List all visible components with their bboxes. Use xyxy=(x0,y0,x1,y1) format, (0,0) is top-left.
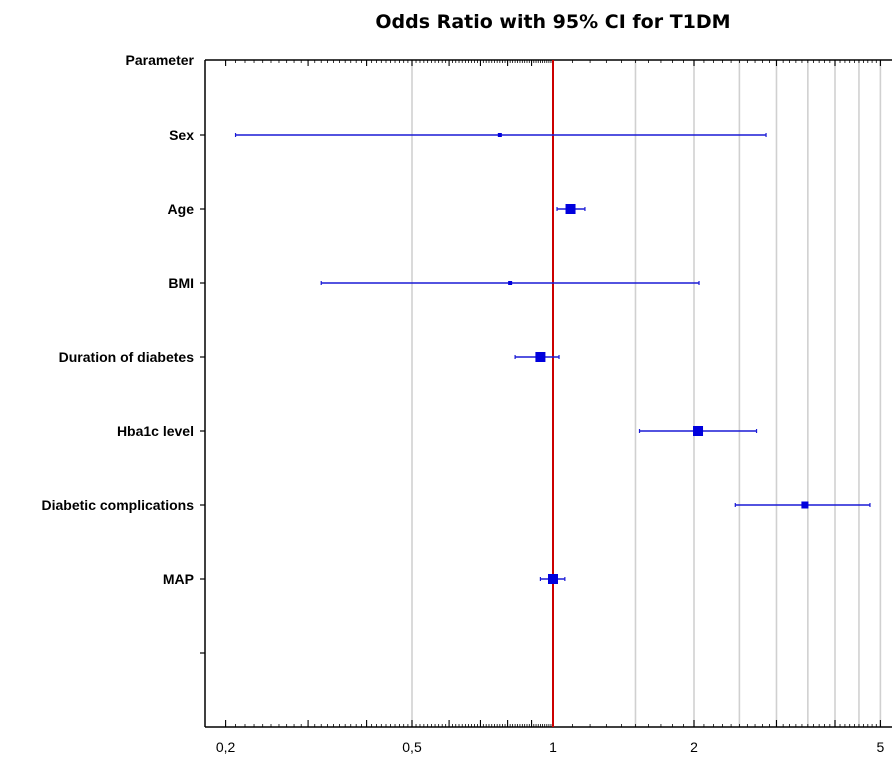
x-tick-label: 0,2 xyxy=(216,739,236,755)
x-tick-label: 0,5 xyxy=(402,739,422,755)
forest-row xyxy=(734,501,871,509)
x-tick-label: 5 xyxy=(876,739,884,755)
forest-row xyxy=(514,352,560,362)
row-label: Hba1c level xyxy=(117,423,194,439)
forest-row xyxy=(320,281,700,285)
row-label: Duration of diabetes xyxy=(59,349,195,365)
axes xyxy=(200,59,892,728)
forest-row xyxy=(638,426,758,436)
point-estimate xyxy=(548,574,558,584)
row-label: Sex xyxy=(169,127,194,143)
point-estimate xyxy=(535,352,546,362)
x-tick-label: 2 xyxy=(690,739,698,755)
row-label: BMI xyxy=(168,275,194,291)
point-estimate xyxy=(801,501,809,509)
chart-title: Odds Ratio with 95% CI for T1DM xyxy=(375,11,730,33)
row-label: Diabetic complications xyxy=(42,497,195,513)
row-label: MAP xyxy=(163,571,194,587)
forest-row xyxy=(539,574,566,584)
forest-row xyxy=(556,204,586,214)
point-estimate xyxy=(693,426,704,436)
x-tick-label: 1 xyxy=(549,739,557,755)
point-estimate xyxy=(565,204,576,214)
forest-row xyxy=(234,133,767,137)
grid-lines xyxy=(411,60,882,727)
data-rows xyxy=(234,133,871,584)
x-tick-labels: 0,2 0,5 1 2 5 xyxy=(216,739,885,755)
point-estimate xyxy=(508,281,513,285)
row-labels: Sex Age BMI Duration of diabetes Hba1c level… xyxy=(42,127,195,587)
row-header: Parameter xyxy=(126,52,195,68)
row-label: Age xyxy=(168,201,195,217)
point-estimate xyxy=(497,133,502,137)
